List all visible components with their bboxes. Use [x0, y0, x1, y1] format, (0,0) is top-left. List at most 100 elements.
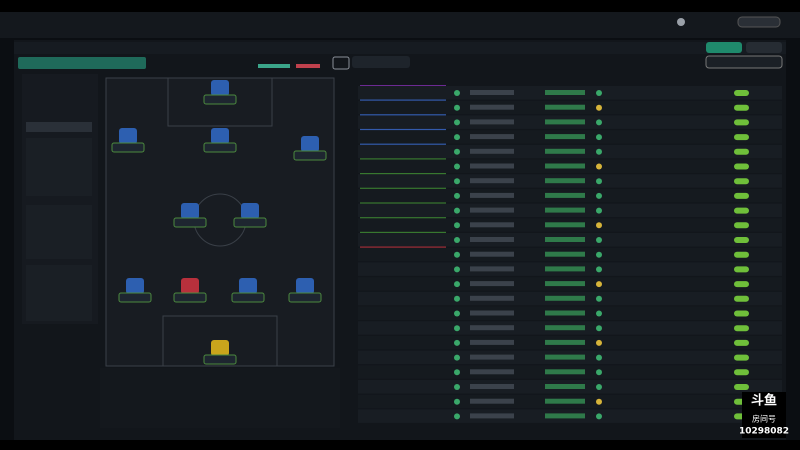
- name-bar: [470, 339, 514, 345]
- status-dot: [454, 310, 460, 317]
- form-pill: [734, 222, 749, 229]
- status-dot: [454, 325, 460, 332]
- form-pill: [734, 192, 749, 199]
- player-avatar[interactable]: [211, 340, 229, 356]
- action-button[interactable]: [746, 42, 782, 53]
- status-dot: [454, 369, 460, 376]
- name-bar: [470, 237, 514, 242]
- form-pill: [734, 384, 749, 390]
- status-dot: [454, 295, 460, 302]
- player-card[interactable]: [288, 292, 322, 303]
- name-bar: [470, 192, 514, 198]
- name-bar: [470, 310, 514, 316]
- watermark-label: 房间号: [752, 414, 776, 424]
- fit-dot: [596, 281, 602, 288]
- rating-bar: [545, 148, 585, 154]
- rating-bar: [545, 163, 585, 169]
- player-avatar[interactable]: [241, 203, 259, 219]
- name-bar: [470, 325, 514, 331]
- player-card[interactable]: [203, 94, 237, 105]
- form-pill: [734, 295, 749, 302]
- fit-dot: [596, 134, 602, 141]
- player-card[interactable]: [233, 217, 267, 228]
- rating-bar: [545, 339, 585, 345]
- form-pill: [734, 237, 749, 243]
- rating-bar: [545, 251, 585, 257]
- side-select[interactable]: [26, 122, 92, 132]
- name-bar: [470, 266, 514, 272]
- player-card[interactable]: [173, 217, 207, 228]
- fit-dot: [596, 192, 602, 199]
- dropdown[interactable]: [352, 56, 410, 68]
- fit-dot: [596, 207, 602, 214]
- side-card: [26, 205, 92, 259]
- form-pill: [734, 266, 749, 273]
- player-card[interactable]: [293, 150, 327, 161]
- status-dot: [454, 104, 460, 111]
- form-pill: [734, 369, 749, 376]
- player-card[interactable]: [173, 292, 207, 303]
- fit-dot: [596, 251, 602, 258]
- status-dot: [454, 266, 460, 273]
- rating-bar: [545, 281, 585, 287]
- status-dot: [454, 148, 460, 155]
- fit-dot: [596, 104, 602, 111]
- action-button[interactable]: [706, 42, 742, 53]
- action-button[interactable]: [705, 55, 783, 69]
- rating-bar: [545, 384, 585, 389]
- name-bar: [470, 134, 514, 140]
- fit-dot: [596, 369, 602, 376]
- rating-bar: [545, 237, 585, 242]
- form-pill: [734, 310, 749, 317]
- fit-dot: [596, 413, 602, 420]
- status-dot: [454, 354, 460, 361]
- notes-panel: [100, 368, 340, 428]
- form-pill: [734, 134, 749, 141]
- player-avatar[interactable]: [119, 128, 137, 144]
- fit-dot: [596, 339, 602, 346]
- player-avatar[interactable]: [181, 278, 199, 294]
- name-bar: [470, 148, 514, 154]
- player-avatar[interactable]: [301, 136, 319, 152]
- side-card: [26, 138, 92, 196]
- player-avatar[interactable]: [296, 278, 314, 294]
- player-avatar[interactable]: [181, 203, 199, 219]
- player-card[interactable]: [203, 142, 237, 153]
- player-card[interactable]: [203, 354, 237, 365]
- top-button[interactable]: [737, 16, 781, 28]
- fit-dot: [596, 148, 602, 155]
- status-dot: [454, 384, 460, 390]
- rating-bar: [545, 178, 585, 184]
- player-avatar[interactable]: [211, 80, 229, 96]
- status-dot: [454, 413, 460, 420]
- player-avatar[interactable]: [126, 278, 144, 294]
- rating-bar: [545, 354, 585, 360]
- watermark-number: 10298082: [739, 427, 789, 437]
- fit-dot: [596, 325, 602, 332]
- fit-dot: [596, 310, 602, 317]
- watermark-logo: 斗鱼: [751, 393, 777, 409]
- form-pill: [734, 207, 749, 214]
- fit-dot: [596, 178, 602, 185]
- name-bar: [470, 398, 514, 404]
- rating-bar: [545, 192, 585, 198]
- morale-bar: [296, 64, 320, 68]
- name-bar: [470, 119, 514, 125]
- rating-bar: [545, 90, 585, 95]
- toggle-button[interactable]: [332, 56, 350, 70]
- form-pill: [734, 104, 749, 111]
- player-card[interactable]: [111, 142, 145, 153]
- form-pill: [734, 148, 749, 155]
- title-bar: [0, 12, 800, 38]
- player-card[interactable]: [231, 292, 265, 303]
- player-avatar[interactable]: [239, 278, 257, 294]
- player-avatar[interactable]: [211, 128, 229, 144]
- name-bar: [470, 413, 514, 419]
- fit-dot: [596, 90, 602, 96]
- status-icon: [677, 18, 685, 26]
- player-card[interactable]: [118, 292, 152, 303]
- formation-bar[interactable]: [18, 57, 146, 69]
- form-pill: [734, 354, 749, 361]
- status-dot: [454, 207, 460, 214]
